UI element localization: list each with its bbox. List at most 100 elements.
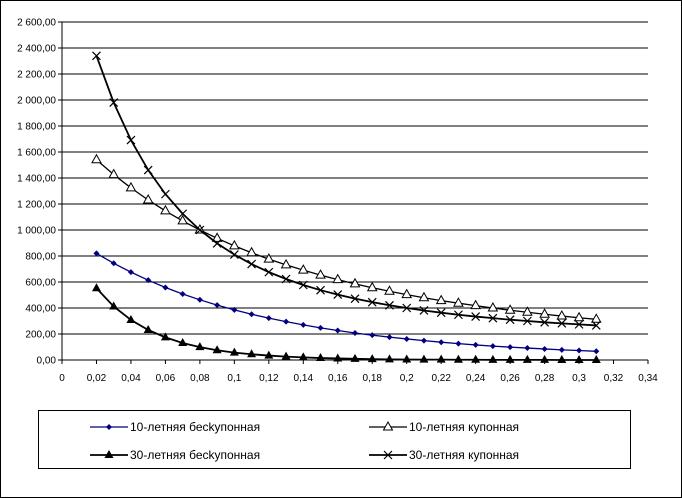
point-triangle-filled <box>488 354 498 363</box>
point-x <box>247 259 257 269</box>
series-layer <box>91 51 602 363</box>
point-diamond <box>593 348 600 355</box>
point-diamond <box>455 340 462 347</box>
x-tick-label: 0,26 <box>500 373 520 384</box>
y-tick-label: 400,00 <box>25 304 56 315</box>
x-tick-label: 0,12 <box>259 373 279 384</box>
point-x <box>402 303 412 313</box>
point-triangle-filled <box>574 355 584 363</box>
point-diamond <box>145 277 152 284</box>
x-tick-label: 0,28 <box>535 373 555 384</box>
point-x <box>143 165 153 175</box>
point-diamond <box>110 260 117 267</box>
y-tick-label: 800,00 <box>25 252 56 263</box>
point-triangle-open <box>125 181 137 192</box>
point-triangle-open <box>539 308 550 318</box>
x-tick-label: 0,08 <box>190 373 210 384</box>
point-triangle-open <box>470 299 482 310</box>
y-tick-label: 1 400,00 <box>17 174 56 185</box>
point-x <box>316 285 325 295</box>
point-triangle-filled <box>298 352 308 361</box>
point-diamond <box>248 311 255 318</box>
point-triangle-open <box>366 281 378 292</box>
point-diamond <box>334 327 341 334</box>
legend-item-4: 30-летняя купонная <box>369 448 519 462</box>
legend-box <box>38 410 631 469</box>
point-triangle-open <box>263 253 275 263</box>
point-x <box>436 308 446 318</box>
point-x <box>109 98 119 108</box>
point-triangle-open <box>401 288 413 299</box>
point-triangle-filled <box>540 354 550 363</box>
x-tick-label: 0,04 <box>121 373 141 384</box>
point-diamond <box>300 321 307 328</box>
point-triangle-open <box>160 204 171 215</box>
x-tick-label: 0,24 <box>466 373 486 384</box>
point-diamond <box>403 335 410 342</box>
point-x <box>453 310 463 320</box>
point-diamond <box>507 344 514 351</box>
point-diamond <box>386 334 393 341</box>
point-diamond <box>317 324 324 331</box>
point-x <box>126 135 136 145</box>
point-triangle-open <box>280 258 292 269</box>
y-tick-label: 1 200,00 <box>17 200 56 211</box>
y-tick-label: 2 400,00 <box>17 44 56 55</box>
point-triangle-filled <box>419 354 429 363</box>
point-diamond <box>489 343 496 350</box>
point-triangle-open <box>435 294 447 305</box>
x-tick-label: 0,2 <box>400 373 414 384</box>
point-x <box>574 319 584 329</box>
point-triangle-open <box>384 285 395 295</box>
x-tick-label: 0,3 <box>572 373 586 384</box>
point-triangle-filled <box>333 353 343 362</box>
point-triangle-filled <box>126 314 136 323</box>
point-x <box>178 209 188 219</box>
point-x <box>471 312 481 322</box>
point-triangle-filled <box>384 354 394 363</box>
point-diamond <box>576 347 583 354</box>
x-tick-label: 0,16 <box>328 373 348 384</box>
point-diamond <box>265 315 272 322</box>
point-triangle-open <box>246 246 257 257</box>
x-tick-label: 0,1 <box>227 373 241 384</box>
point-x <box>298 280 308 290</box>
series-3 <box>91 283 601 363</box>
y-tick-label: 600,00 <box>25 278 56 289</box>
point-x <box>350 294 360 304</box>
y-tick-label: 1 600,00 <box>17 148 56 159</box>
point-triangle-open <box>556 310 568 320</box>
point-x <box>522 316 532 326</box>
legend-item-3: 30-летняя бесkупонная <box>90 448 260 462</box>
point-triangle-filled <box>522 354 532 363</box>
point-x <box>505 315 515 325</box>
x-tick-label: 0,32 <box>604 373 624 384</box>
point-triangle-filled <box>350 353 360 362</box>
point-x <box>367 297 377 307</box>
point-triangle-filled <box>91 283 101 292</box>
point-x <box>419 306 429 315</box>
point-triangle-open <box>349 277 361 288</box>
x-tick-label: 0,34 <box>638 373 658 384</box>
y-tick-label: 200,00 <box>25 330 56 341</box>
series-2 <box>91 153 602 323</box>
point-x <box>557 318 567 328</box>
point-triangle-open <box>91 153 102 164</box>
point-x <box>229 250 239 259</box>
point-triangle-filled <box>264 350 274 359</box>
legend-marker-triangle-open <box>382 420 394 431</box>
point-x <box>264 267 274 277</box>
point-triangle-filled <box>453 354 463 363</box>
x-tick-label: 0 <box>59 373 65 384</box>
point-diamond <box>283 318 290 325</box>
point-x <box>281 274 291 284</box>
point-triangle-open <box>332 273 344 284</box>
point-diamond <box>179 290 186 297</box>
point-diamond <box>472 341 479 348</box>
point-triangle-filled <box>402 354 412 363</box>
legend-marker-triangle-filled <box>104 450 114 458</box>
point-triangle-filled <box>281 351 291 360</box>
point-x <box>333 290 343 300</box>
axes: 0,00 200,00 400,00 600,00 800,00 1 000,00 1 20… <box>17 18 658 385</box>
